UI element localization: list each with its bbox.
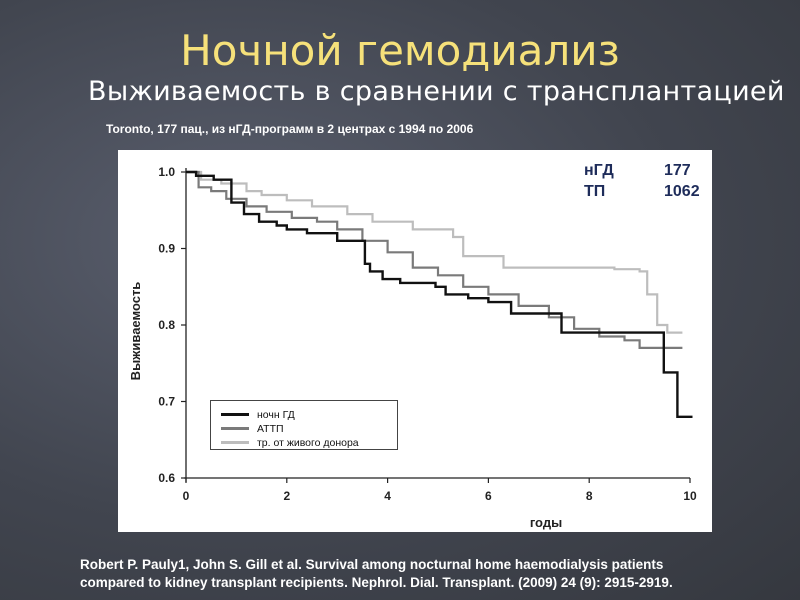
legend-item: тр. от живого донора <box>221 435 359 450</box>
series-line-2 <box>186 170 683 349</box>
patient-counts: нГД 177 ТП 1062 <box>584 160 700 202</box>
count-label: ТП <box>584 183 606 200</box>
x-axis-label: годы <box>530 515 562 530</box>
y-tick-label: 0.7 <box>158 395 175 409</box>
citation: Robert P. Pauly1, John S. Gill et al. Su… <box>80 556 795 592</box>
chart-legend: ночн ГД АТТП тр. от живого донора <box>210 400 398 450</box>
x-tick-label: 8 <box>586 489 593 503</box>
legend-swatch <box>221 427 249 430</box>
legend-label: АТТП <box>257 422 284 435</box>
series-line-3 <box>186 170 683 334</box>
chart-canvas: 0.6 0.7 0.8 0.9 1.0 0 2 4 6 8 10 годы Выживаемость <box>128 165 697 530</box>
count-value: 177 <box>664 162 691 179</box>
count-row: ТП 1062 <box>584 181 700 202</box>
count-value: 1062 <box>664 183 700 200</box>
x-tick-label: 0 <box>183 489 190 503</box>
legend-label: ночн ГД <box>257 408 295 421</box>
slide-subtitle: Выживаемость в сравнении с трансплантаци… <box>88 76 785 107</box>
legend-item: ночн ГД <box>221 407 295 422</box>
x-tick-label: 10 <box>683 489 697 503</box>
citation-line: compared to kidney transplant recipients… <box>80 575 673 590</box>
legend-swatch <box>221 413 249 416</box>
y-axis-label: Выживаемость <box>128 282 143 381</box>
survival-chart: 0.6 0.7 0.8 0.9 1.0 0 2 4 6 8 10 годы Выживаемость н… <box>118 150 712 532</box>
x-tick-label: 6 <box>485 489 492 503</box>
study-note: Toronto, 177 пац., из нГД-программ в 2 ц… <box>106 122 474 136</box>
slide-title: Ночной гемодиализ <box>180 26 620 75</box>
count-row: нГД 177 <box>584 160 700 181</box>
legend-swatch <box>221 441 249 444</box>
x-tick-label: 4 <box>384 489 391 503</box>
legend-item: АТТП <box>221 421 284 436</box>
y-tick-label: 1.0 <box>158 165 175 179</box>
y-tick-label: 0.9 <box>158 242 175 256</box>
series-line-1 <box>186 170 693 418</box>
citation-line: Robert P. Pauly1, John S. Gill et al. Su… <box>80 557 664 572</box>
y-tick-label: 0.6 <box>158 471 175 485</box>
y-tick-label: 0.8 <box>158 318 175 332</box>
x-tick-label: 2 <box>283 489 290 503</box>
legend-label: тр. от живого донора <box>257 436 359 449</box>
count-label: нГД <box>584 162 614 179</box>
